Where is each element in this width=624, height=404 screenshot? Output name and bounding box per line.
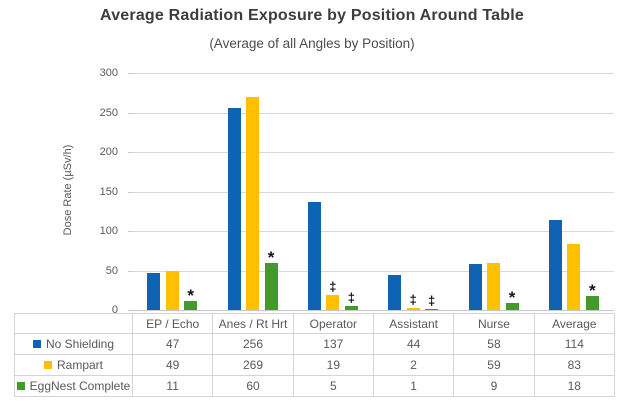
double-dagger-annotation-3: ‡	[428, 293, 436, 308]
category-header-row: EP / Echo Anes / Rt Hrt Operator Assistant N…	[14, 313, 615, 334]
category-header-3: Assistant	[372, 313, 455, 334]
category-header-0: EP / Echo	[131, 313, 214, 334]
table-corner-cell	[14, 313, 133, 334]
y-tick-mark-200	[128, 152, 132, 153]
table-value-2-0: 11	[131, 375, 214, 397]
category-header-2: Operator	[292, 313, 374, 334]
bar-rampart-5	[567, 244, 581, 310]
bar-rampart-4	[487, 263, 500, 310]
table-value-0-2: 137	[292, 333, 374, 355]
table-value-0-1: 256	[212, 333, 294, 355]
double-dagger-annotation-3: ‡	[409, 292, 417, 307]
bar-no-shielding-0	[147, 273, 161, 310]
plot-area: ‡ ‡ * * ‡ ‡ * *	[132, 73, 614, 311]
y-tick-label-250: 250	[99, 106, 118, 119]
bar-no-shielding-3	[388, 275, 402, 310]
table-value-0-5: 114	[533, 333, 615, 355]
category-header-5: Average	[533, 313, 615, 334]
gridline-50	[132, 270, 614, 272]
bar-eggnest-complete-1	[264, 263, 278, 310]
legend-swatch-icon	[16, 381, 25, 390]
significance-star-annotation-5: *	[589, 281, 596, 300]
category-header-4: Nurse	[453, 313, 535, 334]
significance-star-annotation-4: *	[508, 288, 516, 307]
y-tick-label-50: 50	[105, 264, 118, 277]
bar-rampart-2	[326, 295, 340, 310]
chart-title: Average Radiation Exposure by Position A…	[100, 7, 524, 24]
chart-subtitle: (Average of all Angles by Position)	[209, 36, 415, 51]
bar-eggnest-complete-3	[425, 309, 439, 310]
table-value-1-3: 2	[372, 354, 455, 376]
table-value-1-4: 59	[453, 354, 535, 376]
bar-rampart-0	[165, 271, 179, 310]
table-value-0-4: 58	[453, 333, 535, 355]
gridline-100	[132, 231, 614, 232]
legend-swatch-icon	[32, 339, 41, 348]
gridline-250	[132, 112, 614, 114]
y-tick-mark-300	[128, 73, 132, 74]
bar-no-shielding-2	[307, 202, 321, 310]
table-value-0-0: 47	[131, 333, 214, 355]
table-row-no-shielding: No Shielding 47 256 137 44 58 114	[14, 333, 615, 355]
table-value-1-2: 19	[292, 354, 374, 376]
bar-eggnest-complete-5	[585, 296, 599, 310]
legend-label: No Shielding	[45, 337, 115, 351]
table-value-1-5: 83	[533, 354, 615, 376]
table-value-2-2: 5	[292, 375, 374, 397]
y-tick-label-0: 0	[111, 304, 118, 316]
table-value-0-3: 44	[372, 333, 455, 355]
bar-eggnest-complete-2	[344, 306, 358, 310]
y-tick-label-200: 200	[99, 146, 118, 158]
y-tick-label-300: 300	[99, 67, 118, 79]
table-value-2-5: 18	[533, 375, 615, 397]
y-tick-mark-0	[128, 310, 132, 311]
y-tick-mark-150	[128, 191, 132, 193]
bar-no-shielding-1	[227, 108, 241, 310]
data-table: EP / Echo Anes / Rt Hrt Operator Assistant N…	[14, 313, 615, 397]
table-value-1-1: 269	[212, 354, 294, 376]
table-value-1-0: 49	[131, 354, 214, 376]
legend-swatch-icon	[43, 360, 52, 369]
category-header-1: Anes / Rt Hrt	[212, 313, 294, 334]
table-value-2-1: 60	[212, 375, 294, 397]
table-row-eggnest-complete: EggNest Complete 11 60 5 1 9 18	[14, 375, 615, 397]
bar-eggnest-complete-4	[505, 303, 519, 310]
bar-no-shielding-4	[468, 264, 482, 310]
y-tick-mark-50	[128, 270, 132, 272]
double-dagger-annotation-2: ‡	[329, 279, 337, 294]
gridline-300	[132, 73, 614, 74]
y-tick-label-100: 100	[99, 225, 118, 237]
bar-eggnest-complete-0	[184, 301, 198, 310]
y-tick-label-150: 150	[99, 185, 118, 198]
significance-star-annotation-0: *	[187, 286, 194, 305]
gridline-200	[132, 152, 614, 153]
bar-rampart-1	[246, 97, 259, 310]
gridline-0	[132, 310, 614, 311]
table-value-2-4: 9	[453, 375, 535, 397]
bar-no-shielding-5	[548, 220, 562, 310]
legend-item-2: EggNest Complete	[14, 375, 133, 397]
table-row-rampart: Rampart 49 269 19 2 59 83	[14, 354, 615, 376]
bar-rampart-3	[406, 308, 420, 310]
legend-item-1: Rampart	[14, 354, 133, 376]
legend-label: Rampart	[56, 358, 103, 372]
double-dagger-annotation-2: ‡	[347, 290, 355, 305]
significance-star-annotation-1: *	[267, 248, 275, 267]
gridline-150	[132, 191, 614, 193]
y-tick-mark-250	[128, 112, 132, 114]
legend-label: EggNest Complete	[29, 379, 131, 393]
table-value-2-3: 1	[372, 375, 455, 397]
legend-item-0: No Shielding	[14, 333, 133, 355]
y-tick-mark-100	[128, 231, 132, 232]
